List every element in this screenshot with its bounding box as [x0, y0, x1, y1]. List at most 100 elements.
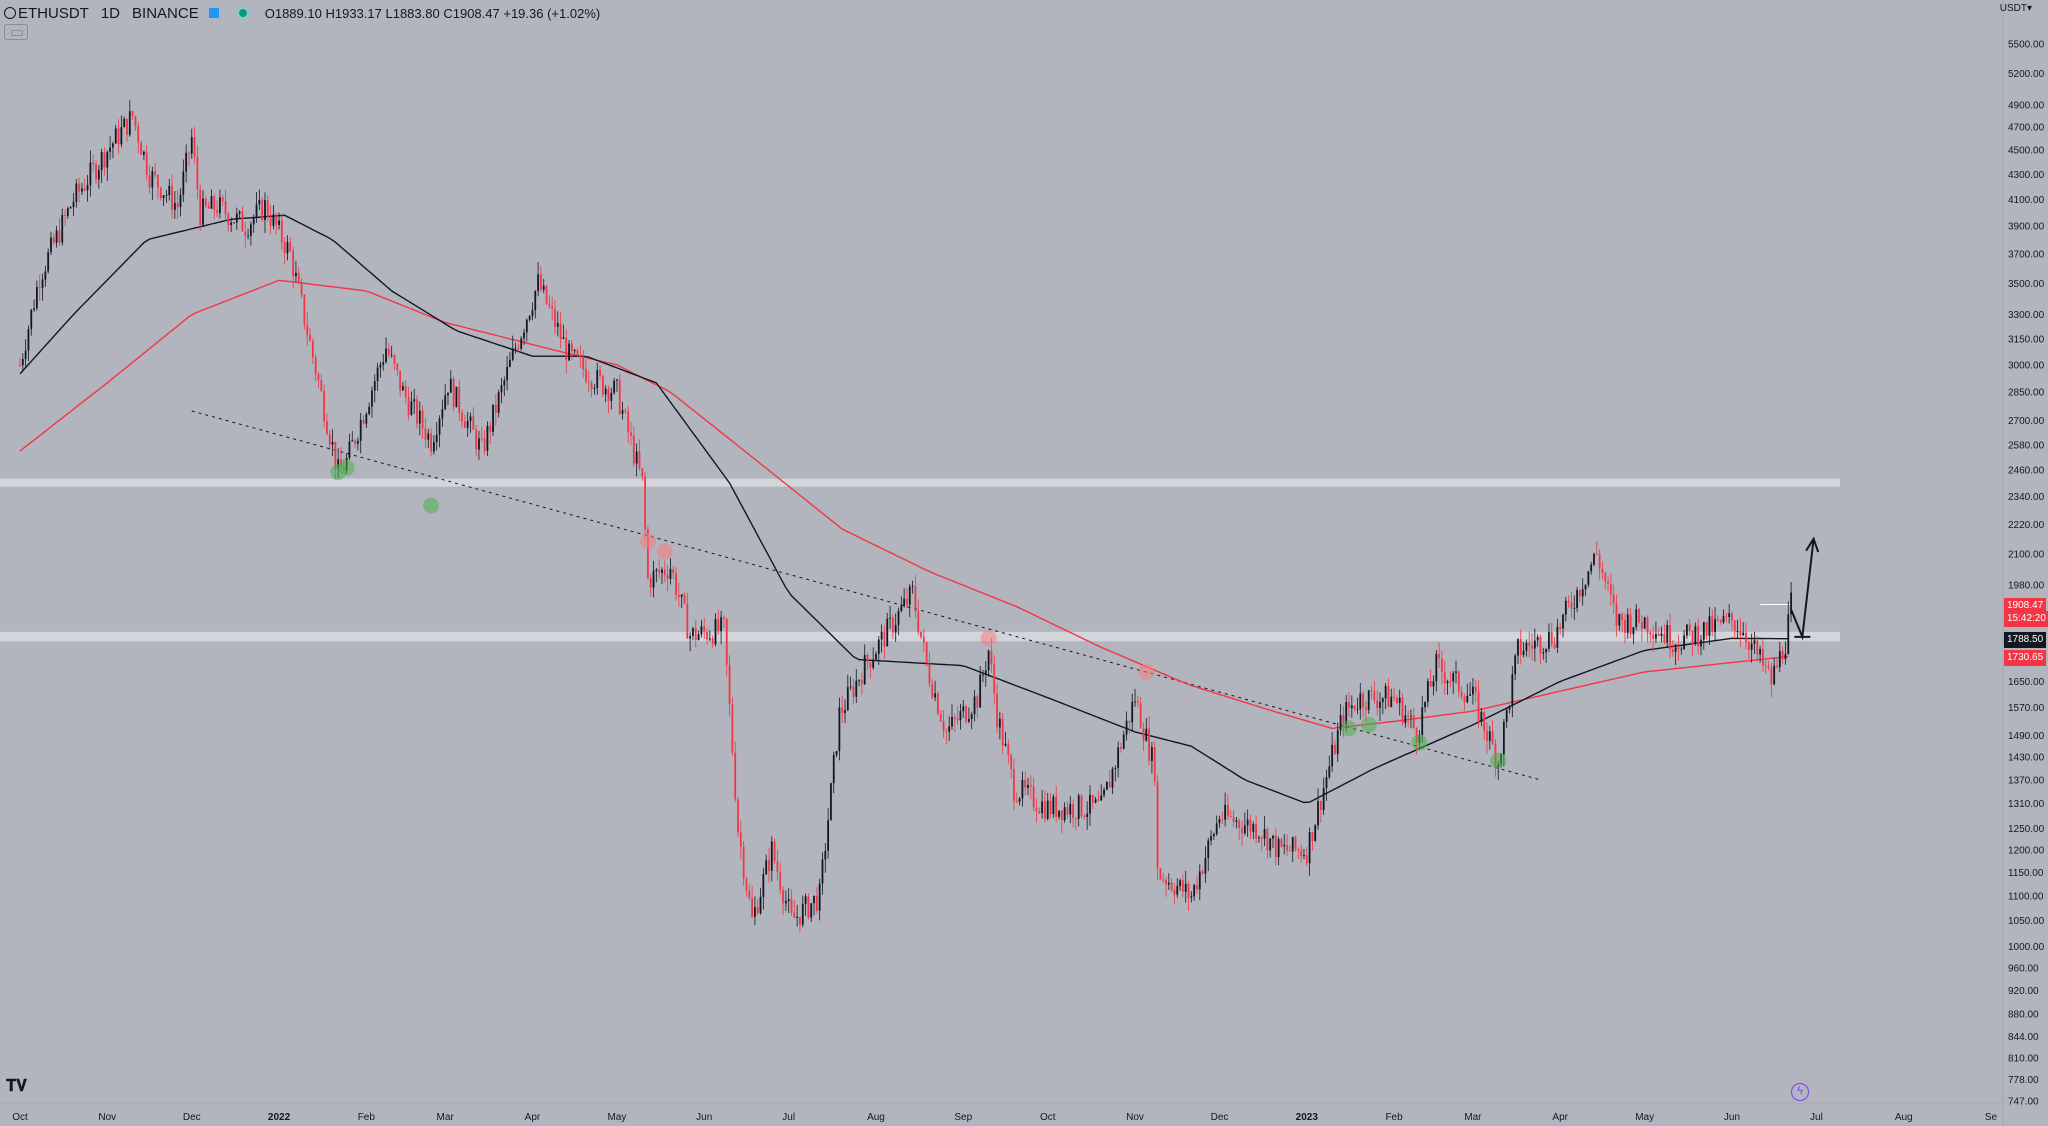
candle-body	[1181, 880, 1184, 892]
candle-body	[1697, 626, 1700, 647]
moving-averages[interactable]	[19, 214, 1789, 804]
candle-body	[142, 151, 145, 155]
candle-body	[154, 171, 157, 175]
candle-body	[801, 903, 804, 925]
candle-body	[295, 272, 297, 277]
symbol-name[interactable]: ETHUSDT	[18, 4, 89, 22]
candle-body	[756, 907, 759, 914]
zone-1[interactable]	[0, 631, 1840, 642]
candle-body	[1103, 789, 1105, 796]
descending-trendline[interactable]	[191, 410, 1541, 781]
candle-body	[680, 594, 683, 597]
candle-body	[846, 687, 849, 711]
candle-body	[1570, 602, 1573, 609]
candle-body	[1381, 698, 1384, 702]
candle-body	[1517, 639, 1519, 656]
candle-body	[1615, 603, 1618, 626]
candle-body	[1139, 702, 1142, 729]
candle-body	[221, 197, 224, 202]
candle-body	[182, 171, 185, 195]
support-touch-marker[interactable]	[1411, 734, 1428, 751]
candle-body	[1652, 634, 1655, 639]
price-tick-label: 2460.00	[2008, 465, 2045, 476]
candle-body	[1187, 883, 1190, 898]
ma-fast-line[interactable]	[19, 214, 1789, 804]
tradingview-logo-icon[interactable]: 𝐓𝐕	[6, 1078, 27, 1095]
timeframe[interactable]: 1D	[100, 4, 121, 22]
candle-body	[1258, 837, 1260, 839]
candle-body	[582, 356, 585, 370]
candle-body	[1153, 747, 1156, 782]
candle-body	[1218, 819, 1221, 824]
candle-body	[1716, 619, 1719, 620]
flag-icon[interactable]	[208, 8, 219, 18]
candle-body	[1747, 642, 1750, 650]
ma-slow-line[interactable]	[19, 279, 1789, 730]
support-touch-marker[interactable]	[1490, 752, 1507, 769]
time-tick-label: Dec	[183, 1112, 201, 1123]
time-tick-label: Nov	[1126, 1112, 1144, 1123]
price-axis[interactable]: 5500.00 5200.00 4900.00 4700.00 4500.00 4300.…	[2008, 40, 2045, 1108]
trendline-group[interactable]	[191, 410, 1792, 781]
candle-body	[793, 912, 796, 919]
candle-body	[1373, 690, 1376, 701]
candle-body	[1243, 825, 1246, 834]
candle-body	[1424, 701, 1426, 708]
candle-body	[1125, 720, 1128, 735]
projection-arrow[interactable]	[1790, 536, 1820, 641]
candle-body	[1629, 614, 1632, 635]
candle-body	[137, 126, 140, 143]
candle-body	[1345, 702, 1348, 725]
candle-body	[396, 363, 399, 371]
currency-selector[interactable]: USDT▾	[2000, 3, 2032, 14]
projection-arrow-head[interactable]	[1805, 536, 1820, 553]
resistance-touch-marker[interactable]	[656, 543, 673, 560]
candle-body	[1542, 652, 1545, 654]
collapse-legend-button[interactable]	[4, 24, 28, 40]
time-tick-label: Jun	[1724, 1112, 1740, 1123]
candle-body	[1319, 801, 1322, 811]
market-status-icon	[236, 7, 249, 19]
candle-body	[1370, 690, 1373, 692]
candle-body	[249, 224, 252, 236]
candle-body	[1725, 616, 1728, 618]
support-touch-marker[interactable]	[423, 497, 440, 514]
candle-body	[855, 680, 858, 697]
horizontal-zones[interactable]	[0, 478, 1840, 642]
candle-body	[35, 286, 38, 309]
support-touch-marker[interactable]	[1360, 716, 1377, 733]
candle-body	[379, 364, 382, 368]
resistance-touch-marker[interactable]	[639, 533, 656, 550]
support-touch-marker[interactable]	[1341, 720, 1358, 737]
candle-body	[334, 441, 337, 469]
candle-body	[1249, 819, 1252, 832]
zone-0[interactable]	[0, 478, 1840, 487]
price-tick-label: 747.00	[2008, 1097, 2039, 1108]
resistance-touch-marker[interactable]	[980, 630, 997, 647]
candle-body	[1007, 743, 1010, 756]
time-axis[interactable]: Oct Nov Dec 2022 Feb Mar Apr May Jun Jul Aug Sep Oct…	[12, 1112, 1997, 1123]
candle-body	[1041, 801, 1044, 814]
candle-body	[613, 380, 616, 393]
symbol-search-icon[interactable]	[4, 7, 16, 19]
candle-body	[173, 202, 176, 210]
candle-body	[230, 222, 233, 226]
candle-body	[540, 274, 542, 290]
time-tick-label: May	[1635, 1112, 1654, 1123]
projection-arrow-line[interactable]	[1790, 538, 1815, 641]
candle-body	[889, 617, 891, 619]
price-tick-label: 4100.00	[2008, 195, 2045, 206]
lightning-icon[interactable]: ϟ	[1791, 1083, 1809, 1101]
candle-body	[1353, 705, 1356, 710]
candle-body	[1294, 837, 1297, 850]
candle-body	[1714, 619, 1716, 632]
support-touch-marker[interactable]	[338, 459, 355, 476]
candle-body	[1272, 835, 1274, 839]
resistance-touch-marker[interactable]	[1138, 663, 1155, 680]
candle-body	[413, 399, 416, 402]
candle-body	[1505, 709, 1508, 722]
candle-body	[1536, 636, 1539, 641]
candle-body	[982, 674, 984, 676]
touch-markers[interactable]	[330, 459, 1507, 769]
